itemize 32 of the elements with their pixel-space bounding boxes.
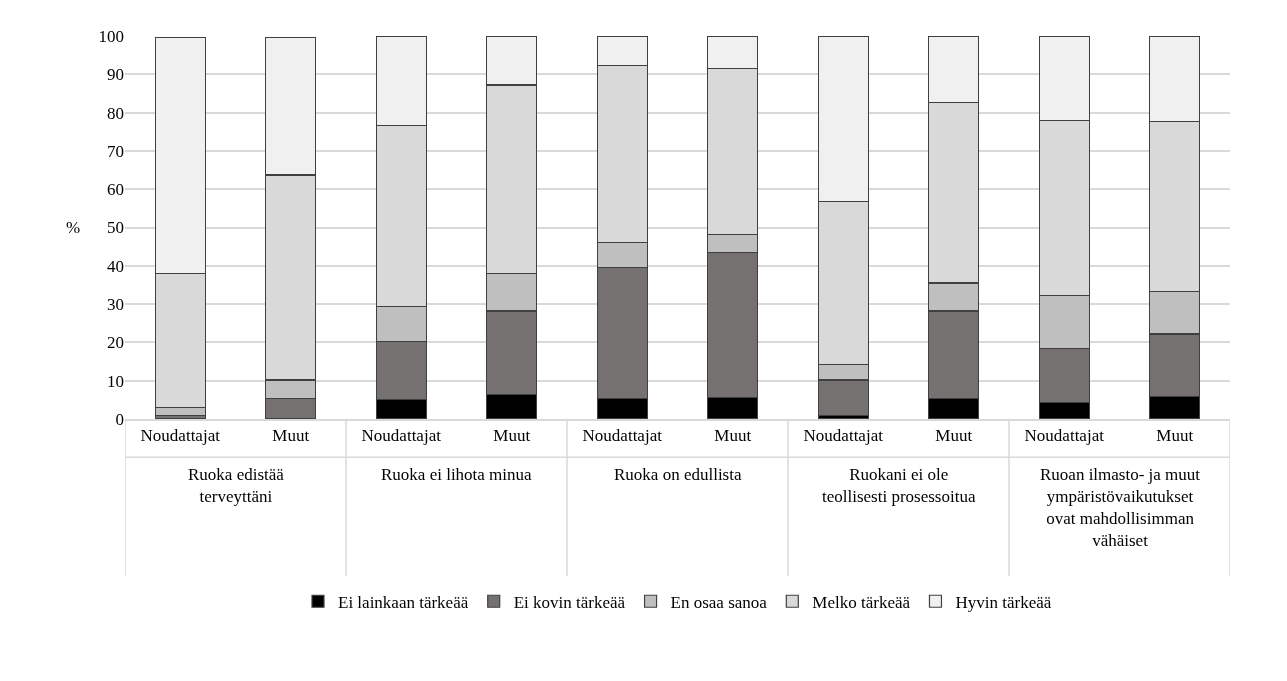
x-tick-label: Muut bbox=[272, 426, 310, 446]
y-tick-label: 60 bbox=[107, 180, 124, 200]
y-tick-label: 0 bbox=[115, 409, 124, 429]
x-tick-label: Muut bbox=[1156, 426, 1194, 446]
text: Ruoka edistää terveyttäni bbox=[188, 465, 285, 507]
y-tick-label: 90 bbox=[107, 65, 124, 85]
y-tick-label: 50 bbox=[107, 218, 124, 238]
legend-label: Hyvin tärkeää bbox=[955, 592, 1052, 612]
text: Ruokani ei ole teollisesti prosessoitua bbox=[822, 465, 976, 507]
legend-label: En osaa sanoa bbox=[670, 592, 768, 612]
x-tick-label: Noudattajat bbox=[140, 426, 221, 446]
text: Ruoka on edullista bbox=[614, 465, 742, 484]
legend-label: Melko tärkeää bbox=[812, 592, 911, 612]
legend-label: Ei lainkaan tärkeää bbox=[338, 592, 469, 612]
x-tick-label: Noudattajat bbox=[803, 426, 884, 446]
x-tick-label: Noudattajat bbox=[361, 426, 442, 446]
y-tick-label: 20 bbox=[107, 333, 124, 353]
x-tick-label: Noudattajat bbox=[1024, 426, 1105, 446]
y-tick-label: 80 bbox=[107, 103, 124, 123]
x-tick-label: Muut bbox=[714, 426, 752, 446]
y-tick-label: 10 bbox=[107, 371, 124, 391]
x-tick-label: Noudattajat bbox=[582, 426, 663, 446]
y-tick-label: 100 bbox=[98, 26, 124, 46]
text: Ruoan ilmasto- ja muut ympäristövaikutukset ovat mahdollisimman vähäiset bbox=[1040, 465, 1201, 551]
y-axis-title: % bbox=[66, 218, 81, 237]
x-tick-label: Muut bbox=[493, 426, 531, 446]
text: Ruoka ei lihota minua bbox=[381, 465, 533, 484]
legend-label: Ei kovin tärkeää bbox=[513, 592, 626, 612]
y-tick-label: 70 bbox=[107, 141, 124, 161]
y-tick-label: 40 bbox=[107, 256, 124, 276]
x-tick-label: Muut bbox=[935, 426, 973, 446]
y-tick-label: 30 bbox=[107, 295, 124, 315]
